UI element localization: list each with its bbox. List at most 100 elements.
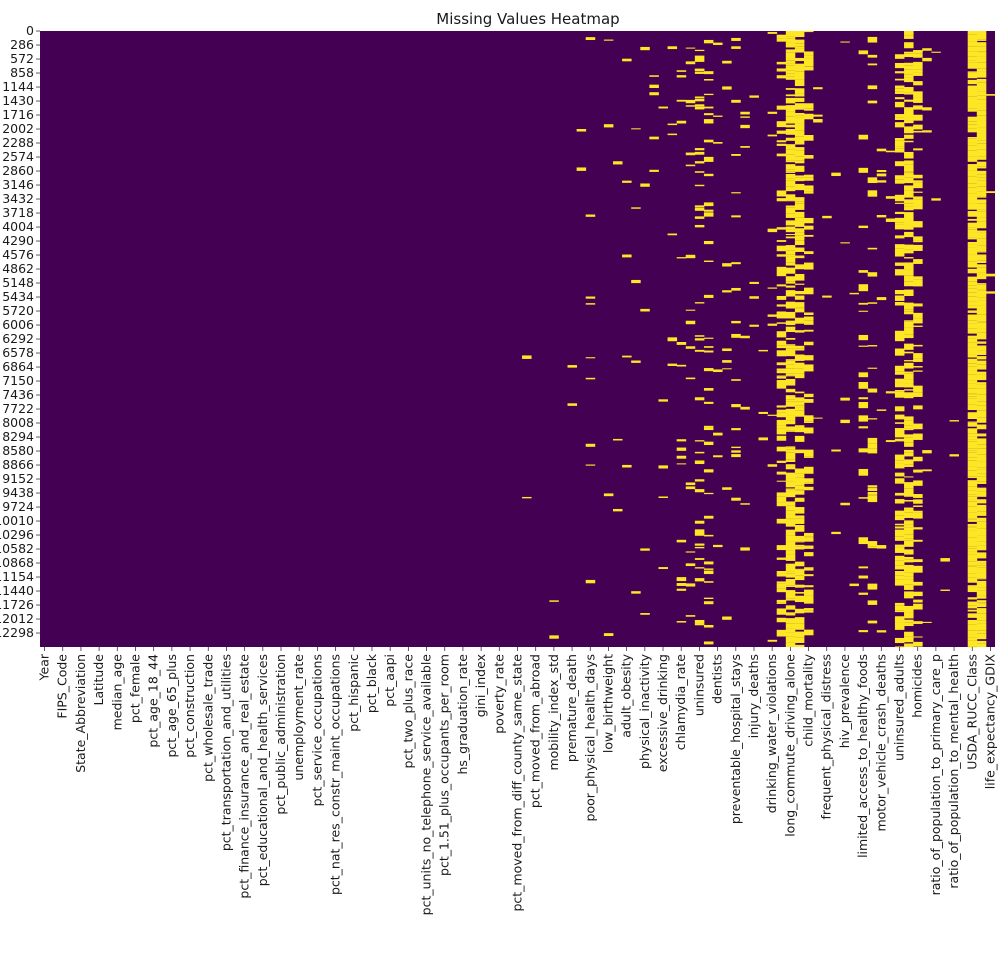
missing-cell-col-103 <box>976 290 987 298</box>
missing-cell-col-102 <box>967 537 978 543</box>
missing-cell-col-102 <box>967 383 978 386</box>
missing-cell-col-83 <box>794 217 805 222</box>
missing-cell-col-103 <box>976 174 987 178</box>
missing-cell-col-103 <box>976 587 987 591</box>
missing-cell-col-76 <box>731 153 741 156</box>
missing-cell-col-83 <box>794 130 805 137</box>
missing-cell-col-96 <box>913 512 923 519</box>
missing-cell-col-95 <box>904 87 914 93</box>
missing-cell-col-96 <box>913 599 923 603</box>
missing-cell-col-72 <box>694 148 705 151</box>
missing-cell-col-82 <box>785 505 796 511</box>
missing-cell-col-94 <box>894 211 905 215</box>
missing-cell-col-84 <box>804 478 814 483</box>
missing-cell-col-82 <box>785 565 796 572</box>
missing-cell-col-95 <box>904 449 914 453</box>
missing-cell-col-83 <box>794 518 805 524</box>
missing-cell-col-81 <box>776 446 787 452</box>
x-tick-label: chlamydia_rate <box>673 654 688 751</box>
missing-cell-col-76 <box>731 46 741 49</box>
missing-cell-col-95 <box>904 509 914 513</box>
missing-cell-col-102 <box>967 34 978 42</box>
missing-cell-col-73 <box>703 159 714 162</box>
missing-cell-col-65 <box>631 360 641 363</box>
missing-cell-col-103 <box>976 410 987 418</box>
missing-cell-col-80 <box>767 134 778 137</box>
missing-cell-col-95 <box>904 452 914 457</box>
missing-cell-col-102 <box>967 96 978 102</box>
missing-cell-col-81 <box>776 130 787 134</box>
missing-cell-col-72 <box>694 208 705 211</box>
x-tick-label: pct_public_administration <box>273 654 288 815</box>
missing-cell-col-83 <box>794 507 805 514</box>
missing-cell-col-82 <box>785 111 796 117</box>
missing-cell-col-103 <box>976 535 987 542</box>
x-tick-label: pct_aapi <box>382 654 397 707</box>
missing-cell-col-103 <box>976 133 987 141</box>
missing-cell-col-94 <box>894 526 905 529</box>
missing-cell-col-88 <box>840 41 850 43</box>
x-tick-label: median_age <box>109 654 124 731</box>
missing-cell-col-83 <box>794 623 805 630</box>
missing-cell-col-82 <box>785 180 796 187</box>
missing-cell-col-82 <box>785 326 796 333</box>
missing-cell-col-102 <box>967 137 978 139</box>
missing-cell-col-95 <box>904 199 914 204</box>
missing-cell-col-82 <box>785 63 796 66</box>
missing-cell-col-56 <box>549 635 559 639</box>
missing-cell-col-95 <box>904 172 914 174</box>
missing-cell-col-94 <box>894 382 905 388</box>
missing-cell-col-67 <box>649 169 659 172</box>
missing-cell-col-103 <box>976 143 987 150</box>
missing-cell-col-82 <box>785 415 796 421</box>
missing-cell-col-83 <box>794 525 805 532</box>
missing-cell-col-103 <box>976 438 987 445</box>
x-tick-label: hiv_prevalence <box>837 654 852 749</box>
missing-cell-col-95 <box>904 160 914 165</box>
missing-cell-col-102 <box>967 281 978 286</box>
missing-cell-col-94 <box>894 295 905 298</box>
missing-cell-col-70 <box>676 75 687 78</box>
missing-cell-col-71 <box>685 486 696 490</box>
missing-cell-col-84 <box>804 188 814 192</box>
y-tick-label: 8866 <box>2 457 34 472</box>
missing-cell-col-81 <box>776 75 787 79</box>
missing-cell-col-83 <box>794 283 805 285</box>
missing-cell-col-73 <box>703 427 714 431</box>
missing-cell-col-81 <box>776 419 787 426</box>
missing-cell-col-75 <box>722 368 732 370</box>
missing-cell-col-91 <box>867 620 878 624</box>
missing-cell-col-95 <box>904 564 914 567</box>
missing-cell-col-102 <box>967 490 978 495</box>
missing-cell-col-84 <box>804 552 814 557</box>
missing-cell-col-81 <box>776 425 787 429</box>
missing-cell-col-94 <box>894 194 905 202</box>
missing-cell-col-94 <box>894 529 905 537</box>
missing-cell-col-73 <box>703 515 714 519</box>
missing-cell-col-82 <box>785 459 796 462</box>
missing-cell-col-82 <box>785 76 796 80</box>
missing-cell-col-82 <box>785 642 796 647</box>
missing-cell-col-103 <box>976 545 987 551</box>
missing-cell-col-83 <box>794 79 805 87</box>
missing-cell-col-95 <box>904 362 914 369</box>
missing-cell-col-84 <box>804 217 814 224</box>
missing-cell-col-99 <box>940 558 950 562</box>
missing-cell-col-80 <box>767 228 778 233</box>
missing-cell-col-60 <box>585 357 596 359</box>
missing-cell-col-67 <box>649 136 659 140</box>
missing-cell-col-63 <box>613 161 623 165</box>
missing-cell-col-95 <box>904 35 914 39</box>
missing-cell-col-97 <box>922 621 932 623</box>
missing-cell-col-94 <box>894 492 905 496</box>
missing-cell-col-82 <box>785 350 796 357</box>
missing-cell-col-94 <box>894 290 905 295</box>
missing-cell-col-102 <box>967 244 978 248</box>
missing-cell-col-103 <box>976 473 987 477</box>
missing-cell-col-84 <box>804 58 814 66</box>
missing-cell-col-94 <box>894 269 905 276</box>
missing-cell-col-95 <box>904 373 914 380</box>
missing-cell-col-84 <box>804 355 814 361</box>
missing-cell-col-82 <box>785 491 796 498</box>
x-tick-label: physical_inactivity <box>637 653 652 769</box>
